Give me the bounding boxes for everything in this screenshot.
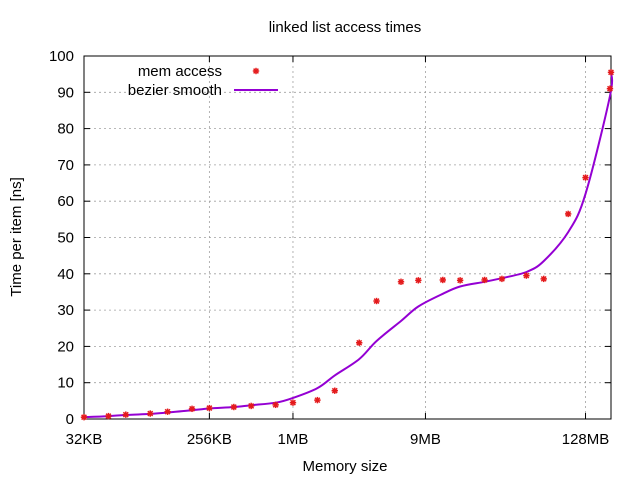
data-point-mem-access: [80, 413, 88, 421]
data-point-mem-access: [607, 69, 615, 76]
data-point-mem-access: [373, 297, 380, 305]
x-tick-label: 1MB: [278, 431, 309, 448]
data-point-mem-access: [188, 405, 196, 413]
data-point-mem-access: [456, 277, 464, 284]
data-point-mem-access: [105, 412, 112, 420]
data-point-mem-access: [540, 275, 547, 283]
legend-label-mem-access: mem access: [138, 63, 222, 80]
data-point-mem-access: [331, 387, 338, 394]
data-point-mem-access: [289, 399, 297, 406]
x-tick-label: 256KB: [187, 431, 232, 448]
data-point-mem-access: [230, 403, 238, 411]
y-tick-label: 70: [57, 157, 74, 174]
data-point-mem-access: [164, 408, 171, 415]
data-point-mem-access: [206, 404, 213, 412]
y-axis-tick-labels: 0 10 20 30 40 50 60 70 80 90 100: [49, 48, 74, 428]
y-tick-label: 50: [57, 230, 74, 247]
series-layer: [80, 69, 615, 421]
data-point-mem-access: [523, 272, 530, 279]
data-point-mem-access: [314, 396, 321, 404]
data-point-mem-access: [564, 210, 572, 218]
data-point-mem-access: [582, 174, 589, 181]
data-point-mem-access: [247, 402, 255, 410]
y-tick-label: 10: [57, 375, 74, 392]
y-axis-title: Time per item [ns]: [8, 177, 25, 296]
data-point-mem-access: [356, 339, 363, 346]
y-tick-label: 30: [57, 302, 74, 319]
x-tick-label: 32KB: [66, 431, 103, 448]
data-point-mem-access: [481, 276, 488, 284]
y-tick-label: 100: [49, 48, 74, 65]
x-axis-tick-labels: 32KB 256KB 1MB 9MB 128MB: [66, 431, 610, 448]
x-tick-label: 128MB: [562, 431, 610, 448]
data-point-mem-access: [439, 276, 446, 284]
series-line-bezier-smooth: [83, 72, 614, 419]
y-tick-label: 80: [57, 121, 74, 138]
data-point-mem-access: [147, 410, 154, 417]
x-tick-label: 9MB: [410, 431, 441, 448]
data-point-mem-access: [498, 275, 506, 283]
data-point-mem-access: [272, 401, 279, 409]
y-tick-label: 0: [66, 411, 74, 428]
x-axis-title: Memory size: [302, 458, 387, 475]
legend-label-bezier-smooth: bezier smooth: [128, 82, 222, 99]
y-tick-label: 60: [57, 193, 74, 210]
y-tick-label: 40: [57, 266, 74, 283]
data-point-mem-access: [415, 277, 422, 284]
y-tick-label: 90: [57, 84, 74, 101]
legend: mem access bezier smooth: [128, 63, 278, 99]
data-point-mem-access: [397, 278, 405, 285]
chart-title: linked list access times: [269, 19, 422, 36]
legend-marker-symbol: [252, 67, 260, 75]
data-point-mem-access: [606, 85, 614, 92]
y-tick-label: 20: [57, 338, 74, 355]
grid: [84, 56, 611, 419]
plot-frame: [83, 55, 612, 420]
axis-ticks: [83, 55, 611, 420]
data-point-mem-access: [122, 411, 129, 418]
legend-marker-mem-access: [252, 67, 260, 75]
